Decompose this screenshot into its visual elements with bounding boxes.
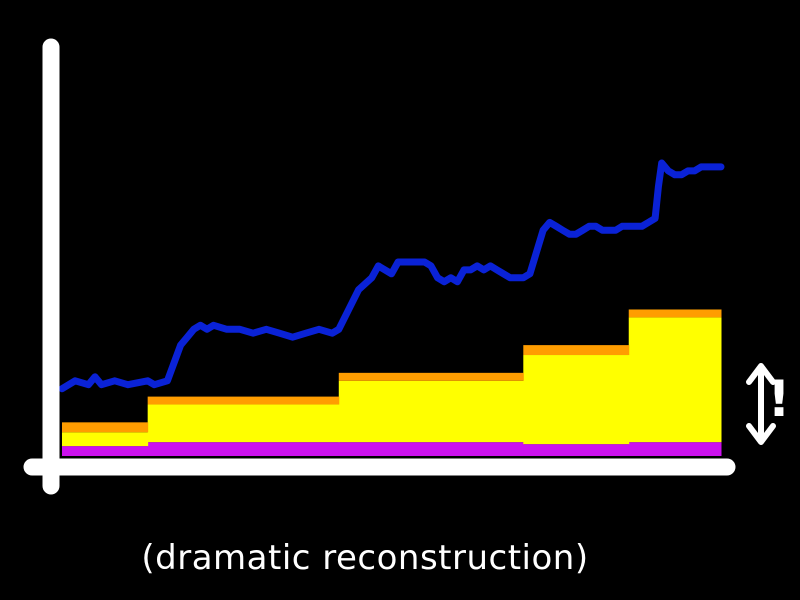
area-band-1-segment-2 bbox=[338, 380, 524, 443]
area-band-2-segment-0 bbox=[62, 422, 149, 433]
blue-line-series bbox=[58, 159, 725, 393]
exclamation-mark: ! bbox=[768, 370, 791, 428]
chart-caption: (dramatic reconstruction) bbox=[141, 538, 589, 578]
area-band-2-segment-1 bbox=[147, 396, 340, 405]
double-arrow-top-head bbox=[746, 363, 776, 385]
area-band-2-segment-3 bbox=[523, 345, 630, 356]
area-band-1-segment-0 bbox=[62, 432, 149, 447]
area-band-0-segment-3 bbox=[523, 444, 630, 456]
area-band-2-segment-2 bbox=[338, 372, 524, 381]
area-band-1-segment-3 bbox=[523, 355, 630, 445]
double-arrow-annotation: ! bbox=[746, 363, 791, 445]
area-band-1-segment-1 bbox=[147, 404, 340, 443]
area-band-0-segment-0 bbox=[62, 446, 149, 456]
area-band-2-segment-4 bbox=[628, 309, 722, 318]
area-band-0-segment-4 bbox=[628, 442, 722, 456]
area-band-0-segment-2 bbox=[338, 442, 524, 456]
area-band-1-segment-4 bbox=[628, 317, 722, 443]
double-arrow-bottom-head bbox=[746, 423, 776, 445]
axes-group bbox=[23, 38, 736, 495]
area-band-0-segment-1 bbox=[147, 442, 340, 456]
line-series-group bbox=[58, 159, 725, 393]
stacked-area-group bbox=[62, 309, 722, 456]
